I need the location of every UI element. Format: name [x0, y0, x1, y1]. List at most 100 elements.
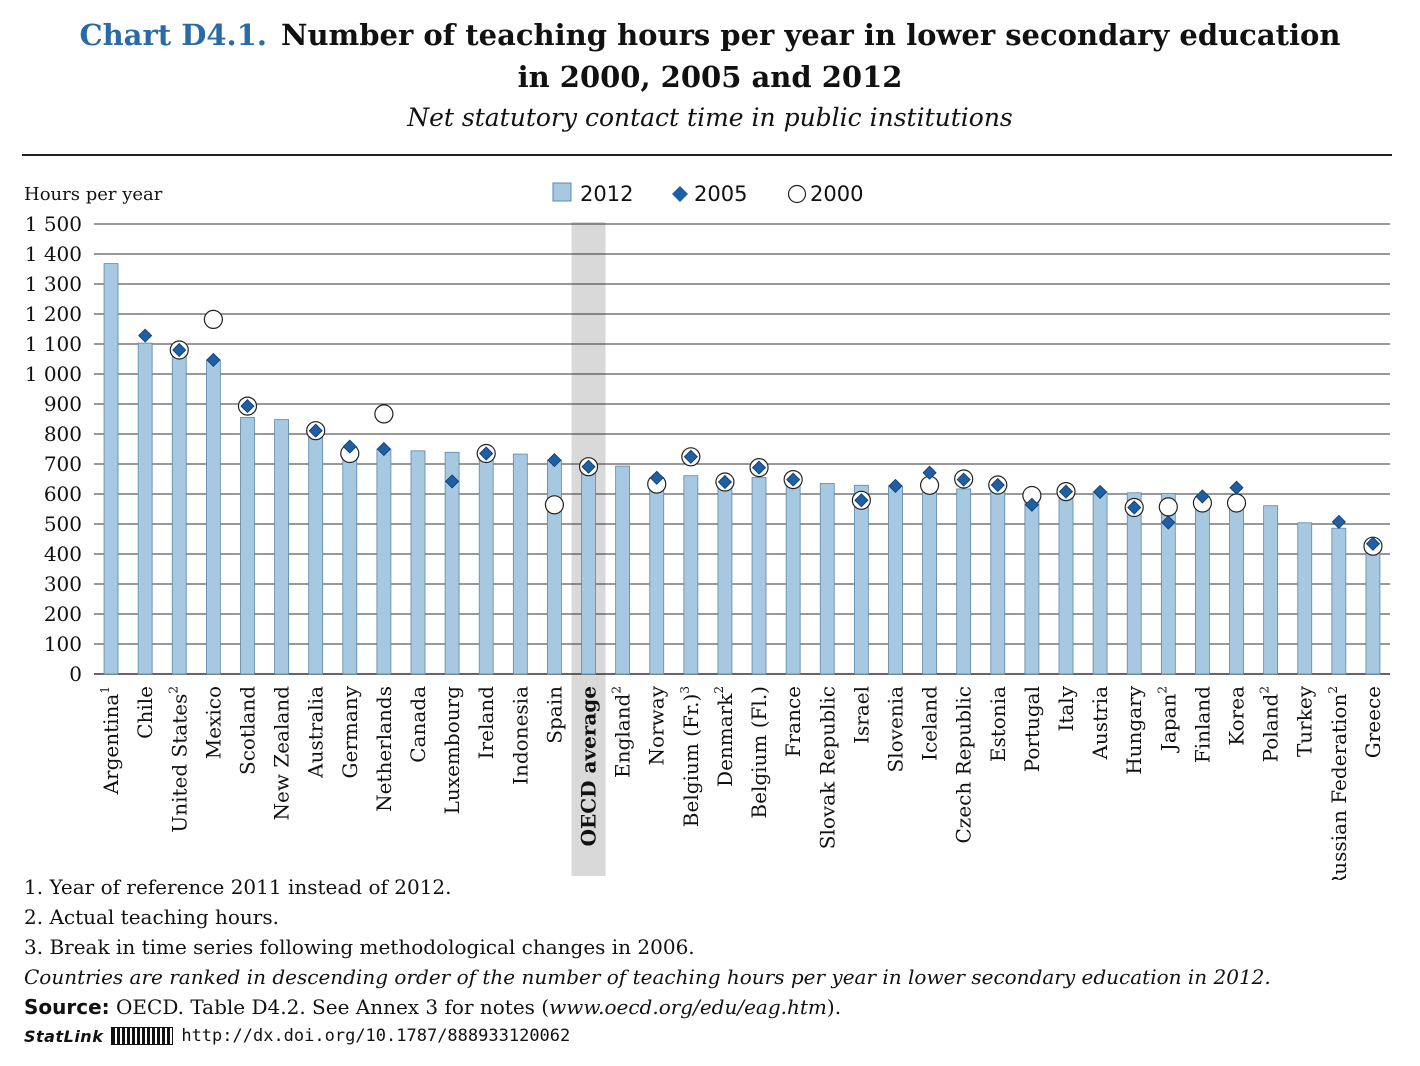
bar-2012 [444, 451, 460, 675]
bar-2012 [785, 479, 801, 675]
statlink-label: StatLink [24, 1026, 104, 1046]
y-tick-label: 100 [44, 632, 82, 656]
x-tick-label: Estonia [986, 686, 1010, 762]
x-tick-label: Austria [1088, 686, 1112, 761]
marker-2005 [342, 439, 357, 454]
x-tick-label: New Zealand [270, 686, 294, 821]
category-name: England [611, 693, 635, 777]
category-name: Ireland [474, 686, 498, 759]
category-name: Mexico [201, 686, 225, 759]
statlink: StatLink http://dx.doi.org/10.1787/88893… [24, 1024, 570, 1048]
bar-2012 [888, 485, 903, 675]
x-tick-label: Canada [406, 686, 430, 763]
marker-2005 [308, 423, 323, 438]
legend-circle-2000 [787, 184, 807, 204]
bar-2012 [717, 479, 733, 675]
x-tick-label: Russian Federation2 [1326, 686, 1351, 880]
category-name: Spain [542, 686, 566, 744]
bar-2012 [410, 450, 426, 675]
marker-2005 [445, 474, 460, 489]
bar-2012 [137, 342, 153, 675]
ranking-note: Countries are ranked in descending order… [24, 965, 1271, 989]
marker-2005 [1093, 484, 1108, 499]
footnote-3: 3. Break in time series following method… [24, 935, 695, 959]
x-tick-label: Iceland [918, 686, 942, 761]
x-tick-label: France [781, 686, 805, 757]
x-tick-label: Italy [1054, 685, 1078, 731]
bar-2012 [376, 448, 392, 675]
x-tick-label: Korea [1225, 686, 1249, 746]
category-footnote-marker: 2 [712, 686, 726, 694]
marker-2005 [888, 478, 903, 493]
category-name: Turkey [1293, 685, 1317, 757]
bar-2012 [171, 351, 187, 675]
legend-label-2000: 2000 [810, 182, 863, 206]
x-tick-label: Israel [849, 686, 873, 744]
x-tick-label: United States2 [166, 686, 191, 833]
category-name: Belgium (Fl.) [747, 686, 771, 819]
x-tick-label: Chile [133, 686, 157, 739]
marker-2005 [956, 472, 971, 487]
x-tick-label: England2 [610, 686, 635, 778]
source-link[interactable]: www.oecd.org/edu/eag.htm [549, 995, 827, 1019]
x-tick-label: Mexico [201, 686, 225, 759]
x-tick-label: Slovak Republic [815, 686, 839, 849]
category-name: Belgium (Fr.) [679, 694, 703, 828]
marker-2005 [1229, 480, 1244, 495]
category-name: Israel [849, 686, 873, 744]
category-name: OECD average [577, 686, 601, 846]
bar-2012 [956, 488, 972, 675]
bar-2012 [1058, 493, 1074, 675]
category-footnote-marker: 2 [1326, 686, 1340, 694]
x-tick-labels: Argentina1 Chile United States2 Mexico Scotl… [98, 685, 1385, 880]
category-name: Czech Republic [952, 686, 976, 844]
y-tick-label: 900 [44, 392, 82, 416]
x-tick-label: Greece [1361, 686, 1385, 758]
category-name: Norway [645, 685, 669, 765]
marker-2005 [1127, 500, 1142, 515]
marker-2005 [479, 446, 494, 461]
source-end: ). [826, 995, 842, 1019]
bar-2012 [819, 483, 835, 675]
x-tick-label: Australia [304, 686, 328, 779]
x-tick-label: Germany [338, 685, 362, 778]
footnote-2: 2. Actual teaching hours. [24, 905, 279, 929]
marker-2005 [1161, 515, 1176, 530]
bar-2012 [990, 489, 1006, 675]
legend-label-2012: 2012 [580, 182, 633, 206]
category-name: Russian Federation [1327, 694, 1351, 880]
marker-2005 [990, 477, 1005, 493]
x-tick-label: Slovenia [883, 686, 907, 773]
x-tick-label: Indonesia [508, 686, 532, 785]
y-tick-label: 1 400 [25, 242, 82, 266]
x-tick-label: Portugal [1020, 686, 1044, 772]
x-tick-label: Argentina1 [98, 686, 123, 795]
bar-2012 [1092, 491, 1108, 675]
category-footnote-marker: 2 [1258, 686, 1272, 694]
x-tick-label: Netherlands [372, 686, 396, 812]
legend: 2012 2005 2000 [552, 182, 863, 206]
statlink-url[interactable]: http://dx.doi.org/10.1787/888933120062 [181, 1026, 571, 1046]
x-tick-label: Japan2 [1155, 686, 1180, 753]
category-name: Scotland [235, 686, 259, 775]
title-block: Chart D4.1. Number of teaching hours per … [0, 14, 1420, 136]
y-tick-label: 1 000 [25, 362, 82, 386]
x-tick-label: Spain [542, 686, 566, 744]
bar-2012 [922, 486, 937, 675]
y-tick-label: 1 100 [25, 332, 82, 356]
x-tick-label: Czech Republic [952, 686, 976, 844]
y-tick-label: 800 [44, 422, 82, 446]
marker-2005 [1024, 497, 1039, 512]
x-tick-label: Denmark2 [712, 686, 737, 787]
x-tick-label: Turkey [1293, 685, 1317, 757]
y-tick-labels: 0 100 200 300 400 500 600 700 800 900 1 000 1 100 1 … [25, 212, 82, 686]
bar-2012 [1365, 549, 1381, 675]
category-name: Poland [1259, 693, 1283, 762]
marker-2005 [854, 493, 869, 508]
bar-2012 [683, 475, 699, 675]
category-name: France [781, 686, 805, 757]
bar-2012 [1195, 495, 1210, 675]
source-label: Source: [24, 995, 110, 1019]
legend-swatch-2012 [552, 182, 572, 202]
category-name: Canada [406, 686, 430, 763]
